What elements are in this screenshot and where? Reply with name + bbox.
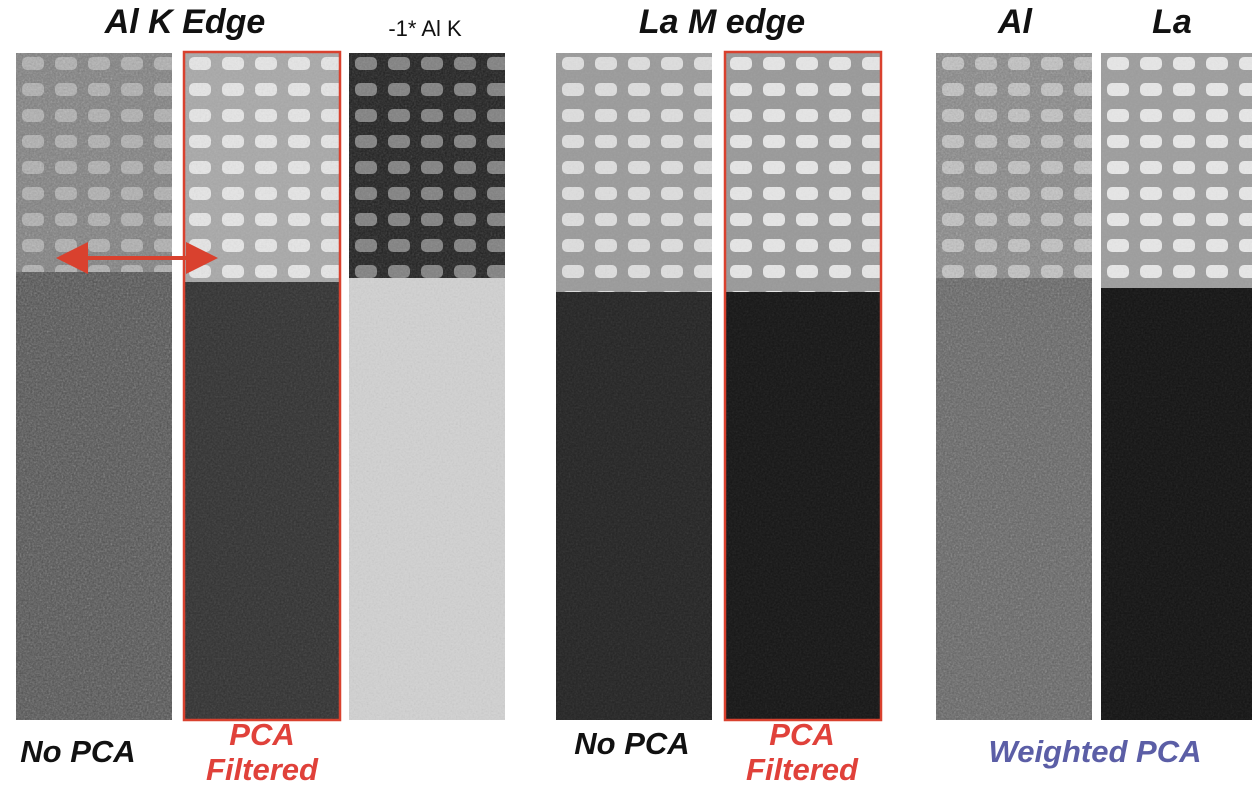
image-panel xyxy=(349,53,505,720)
image-panel xyxy=(723,50,883,722)
header: -1* Al K xyxy=(388,16,462,41)
label: Weighted PCA xyxy=(989,734,1202,769)
label: No PCA xyxy=(20,734,135,769)
label: No PCA xyxy=(574,726,689,761)
image-panel xyxy=(936,53,1092,720)
image-panel xyxy=(556,53,712,720)
header: Al K Edge xyxy=(104,3,266,41)
label: Filtered xyxy=(206,752,319,786)
image-panel xyxy=(16,53,172,720)
image-panel xyxy=(1101,53,1252,720)
label: PCA xyxy=(229,717,294,752)
label: PCA xyxy=(769,717,834,752)
header: La M edge xyxy=(639,3,805,41)
header: La xyxy=(1152,3,1192,41)
image-panel xyxy=(182,50,342,722)
image-panels xyxy=(16,50,1252,722)
label: Filtered xyxy=(746,752,859,786)
header: Al xyxy=(997,3,1034,41)
